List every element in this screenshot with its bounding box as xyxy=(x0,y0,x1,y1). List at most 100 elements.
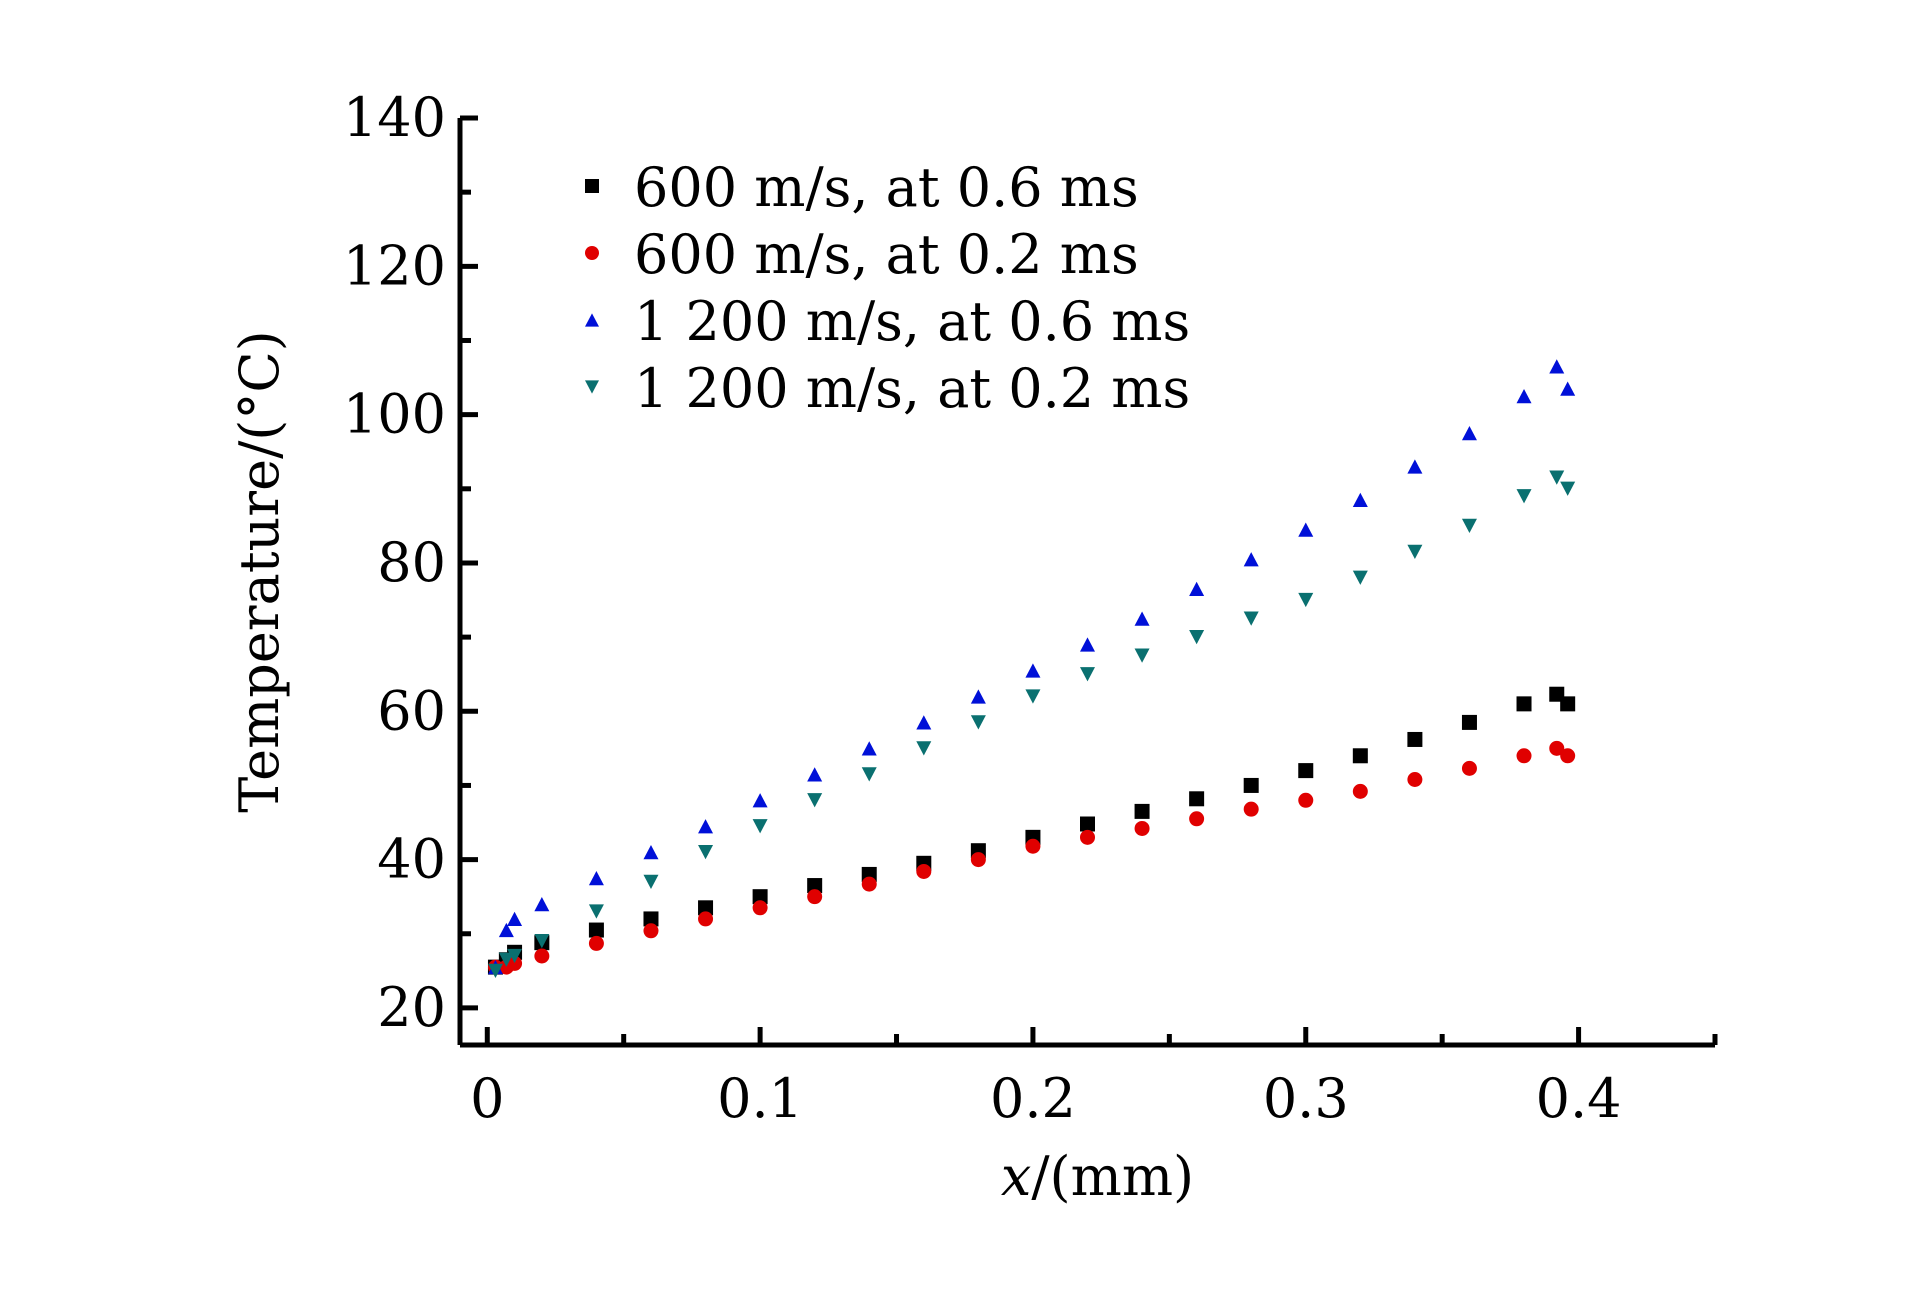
data-point xyxy=(1407,772,1423,788)
series-3 xyxy=(487,359,1576,975)
x-tick-label: 0.4 xyxy=(1536,1067,1622,1130)
data-point xyxy=(698,845,714,860)
y-tick-label: 100 xyxy=(343,383,446,446)
data-point xyxy=(1298,763,1314,779)
data-point xyxy=(1189,581,1205,597)
data-point xyxy=(1407,731,1423,747)
data-point xyxy=(1461,518,1477,534)
data-point xyxy=(588,904,604,919)
data-point xyxy=(1025,838,1041,854)
data-point xyxy=(1134,803,1150,819)
data-point xyxy=(1189,791,1205,807)
series-4 xyxy=(487,470,1576,978)
data-point xyxy=(1025,663,1041,678)
tick-labels: 20 40 60 80 100 120 140 0 0.1 0.2 0.3 0.4 xyxy=(343,86,1622,1130)
data-point xyxy=(752,900,768,916)
data-point xyxy=(507,948,523,964)
x-tick-label: 0.3 xyxy=(1263,1067,1349,1130)
data-point xyxy=(487,963,503,978)
data-point xyxy=(1189,811,1205,827)
y-tick-label: 60 xyxy=(377,679,446,742)
data-point xyxy=(1549,470,1565,485)
data-point xyxy=(1461,714,1477,730)
data-point xyxy=(752,889,768,905)
data-point xyxy=(916,863,932,879)
data-point xyxy=(507,955,523,971)
data-point xyxy=(698,819,714,834)
data-point xyxy=(1352,748,1368,764)
x-axis-title-unit: /(mm) xyxy=(1031,1145,1194,1208)
data-point xyxy=(1080,637,1095,652)
data-point xyxy=(970,852,986,868)
data-point xyxy=(1461,426,1477,441)
data-point xyxy=(807,793,823,808)
data-point xyxy=(1243,552,1259,567)
legend-marker xyxy=(585,179,599,193)
data-point xyxy=(752,793,768,808)
data-point xyxy=(916,741,932,756)
data-point xyxy=(1549,740,1565,756)
data-point xyxy=(1407,544,1423,559)
x-tick-label: 0.1 xyxy=(717,1067,803,1130)
data-point xyxy=(534,896,550,912)
data-point xyxy=(1549,359,1565,374)
data-point xyxy=(1352,492,1368,508)
data-point xyxy=(1352,783,1368,799)
axes xyxy=(457,118,1715,1048)
data-point xyxy=(588,935,604,951)
legend-marker xyxy=(585,380,599,394)
legend-marker xyxy=(585,313,599,327)
legend-label: 1 200 m/s, at 0.2 ms xyxy=(634,357,1190,420)
data-point xyxy=(807,889,823,905)
data-point xyxy=(698,911,714,927)
data-point xyxy=(534,948,550,964)
x-tick-label: 0 xyxy=(470,1067,504,1130)
ticks xyxy=(460,115,1718,1045)
data-point xyxy=(1560,748,1576,764)
series-2 xyxy=(487,740,1576,975)
data-point xyxy=(1080,816,1095,832)
data-point xyxy=(970,715,986,730)
y-tick-label: 120 xyxy=(343,234,446,297)
data-point xyxy=(643,911,659,927)
y-axis-title: Temperature/(°C) xyxy=(228,330,291,812)
data-point xyxy=(1134,611,1150,626)
data-point xyxy=(752,819,768,834)
data-point xyxy=(1134,648,1150,663)
y-tick-label: 40 xyxy=(377,828,446,891)
legend-label: 600 m/s, at 0.6 ms xyxy=(634,156,1139,219)
data-point xyxy=(1560,481,1576,496)
data-point xyxy=(1243,777,1259,793)
data-point xyxy=(916,715,932,730)
data-point xyxy=(861,741,877,756)
data-point xyxy=(1516,696,1532,712)
y-tick-label: 80 xyxy=(377,531,446,594)
data-point xyxy=(1298,592,1314,608)
data-point xyxy=(643,923,659,939)
data-point xyxy=(1516,489,1532,504)
data-point xyxy=(807,878,823,894)
data-point xyxy=(1560,696,1576,712)
data-point xyxy=(1243,801,1259,817)
data-point xyxy=(498,922,514,938)
data-point xyxy=(498,952,514,967)
legend-label: 1 200 m/s, at 0.6 ms xyxy=(634,290,1190,353)
data-point xyxy=(643,874,659,889)
data-point xyxy=(861,876,877,892)
data-point xyxy=(1298,792,1314,808)
x-axis-title: x/(mm) xyxy=(1001,1145,1194,1208)
data-point xyxy=(1352,570,1368,585)
x-tick-label: 0.2 xyxy=(990,1067,1076,1130)
x-axis-title-var: x xyxy=(1001,1145,1031,1208)
y-tick-label: 20 xyxy=(377,976,446,1039)
data-point xyxy=(1516,748,1532,764)
data-point xyxy=(1080,667,1095,682)
data-point xyxy=(1516,388,1532,404)
data-point xyxy=(1560,381,1576,396)
data-point xyxy=(1243,611,1259,626)
data-point xyxy=(534,934,550,949)
data-point xyxy=(861,767,877,782)
data-point xyxy=(1134,820,1150,836)
